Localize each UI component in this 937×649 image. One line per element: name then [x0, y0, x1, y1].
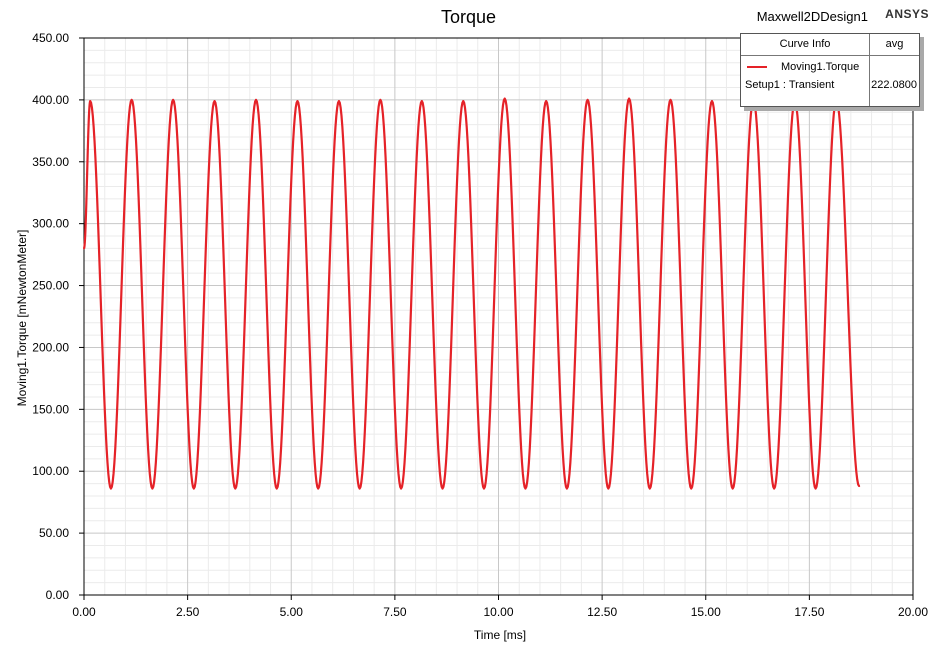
- x-tick-label: 2.50: [176, 605, 200, 619]
- series-point: [545, 100, 548, 103]
- series-point: [565, 487, 568, 490]
- y-tick-label: 250.00: [32, 279, 69, 293]
- series-point: [690, 487, 693, 490]
- series-point: [628, 97, 631, 100]
- y-tick-label: 150.00: [32, 402, 69, 416]
- y-tick-label: 300.00: [32, 217, 69, 231]
- series-point: [275, 487, 278, 490]
- curve-info-legend[interactable]: Curve Info avg Moving1.Torque Setup1 : T…: [740, 33, 920, 107]
- series-point: [858, 485, 861, 488]
- chart-title: Torque: [440, 7, 497, 27]
- series-point: [192, 487, 195, 490]
- legend-series-avg: 222.0800: [871, 79, 917, 91]
- x-tick-label: 15.00: [691, 605, 721, 619]
- series-point: [358, 487, 361, 490]
- series-point: [337, 100, 340, 103]
- x-tick-label: 20.00: [898, 605, 928, 619]
- series-point: [710, 100, 713, 103]
- series-point: [109, 487, 112, 490]
- series-point: [669, 98, 672, 101]
- series-point: [130, 98, 133, 101]
- x-tick-label: 12.50: [587, 605, 617, 619]
- series-point: [773, 487, 776, 490]
- brand-logo: ANSYS: [885, 7, 929, 21]
- series-point: [814, 487, 817, 490]
- y-tick-label: 50.00: [39, 526, 69, 540]
- y-tick-label: 400.00: [32, 93, 69, 107]
- series-point: [151, 487, 154, 490]
- x-tick-label: 0.00: [72, 605, 96, 619]
- legend-column-divider: [869, 55, 870, 106]
- y-tick-label: 450.00: [32, 31, 69, 45]
- series-point: [317, 487, 320, 490]
- series-point: [607, 487, 610, 490]
- series-point: [296, 100, 299, 103]
- plot-frame: [83, 37, 914, 596]
- series-point: [255, 98, 258, 101]
- x-tick-label: 5.00: [280, 605, 304, 619]
- series-point: [482, 487, 485, 490]
- series-point: [648, 487, 651, 490]
- series-point: [172, 98, 175, 101]
- x-tick-label: 17.50: [794, 605, 824, 619]
- y-tick-label: 350.00: [32, 155, 69, 169]
- y-tick-label: 100.00: [32, 464, 69, 478]
- y-tick-label: 0.00: [46, 588, 70, 602]
- legend-header-avg[interactable]: avg: [885, 38, 904, 50]
- series-point: [234, 487, 237, 490]
- series-point: [83, 247, 85, 250]
- legend-series-swatch: [747, 66, 767, 68]
- legend-series-setup: Setup1 : Transient: [745, 79, 835, 91]
- series-line-moving1-torque: [82, 97, 861, 490]
- x-tick-label: 10.00: [483, 605, 513, 619]
- design-name: Maxwell2DDesign1: [756, 9, 868, 24]
- series-point: [213, 100, 216, 103]
- y-axis-label: Moving1.Torque [mNewtonMeter]: [15, 229, 29, 407]
- series-point: [731, 487, 734, 490]
- series-point: [586, 98, 589, 101]
- x-axis-label: Time [ms]: [473, 628, 527, 642]
- series-point: [420, 100, 423, 103]
- y-tick-label: 200.00: [32, 340, 69, 354]
- series-point: [462, 100, 465, 103]
- legend-series-name[interactable]: Moving1.Torque: [781, 61, 860, 73]
- series-point: [89, 100, 92, 103]
- series-point: [503, 97, 506, 100]
- series-point: [379, 98, 382, 101]
- series-point: [441, 487, 444, 490]
- legend-header-curve-info[interactable]: Curve Info: [741, 34, 870, 55]
- series-point: [400, 487, 403, 490]
- legend-header: Curve Info avg: [741, 34, 919, 56]
- series-point: [524, 487, 527, 490]
- x-tick-label: 7.50: [383, 605, 407, 619]
